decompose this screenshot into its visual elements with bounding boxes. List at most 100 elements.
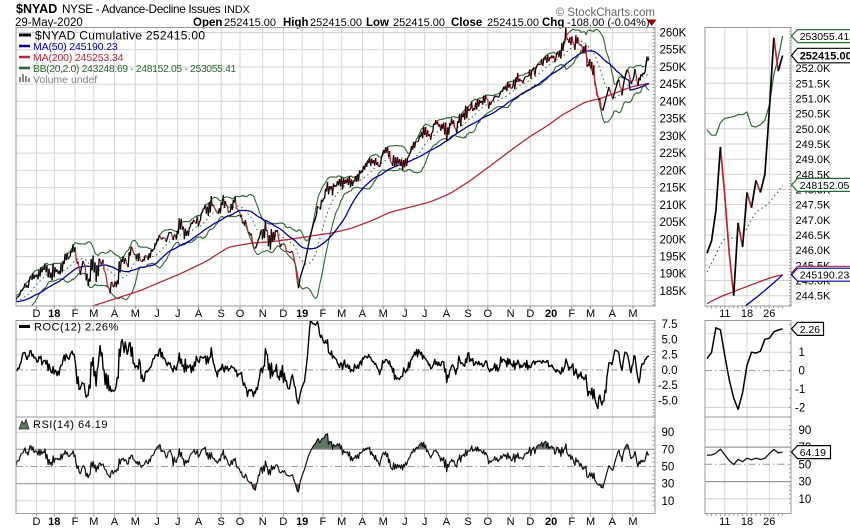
svg-text:235K: 235K	[660, 114, 687, 126]
svg-text:M: M	[131, 308, 140, 320]
svg-text:M: M	[337, 308, 346, 320]
svg-text:190K: 190K	[660, 269, 687, 281]
svg-text:90: 90	[799, 425, 812, 437]
svg-text:D: D	[526, 308, 534, 320]
svg-text:-2.5: -2.5	[658, 380, 678, 392]
svg-text:S: S	[218, 308, 225, 320]
svg-text:249.0K: 249.0K	[796, 154, 832, 166]
svg-text:F: F	[568, 308, 575, 320]
svg-text:247.5K: 247.5K	[796, 200, 832, 212]
svg-text:250.5K: 250.5K	[796, 109, 832, 121]
svg-text:251.0K: 251.0K	[796, 93, 832, 105]
svg-text:64.19: 64.19	[800, 447, 826, 459]
svg-text:A: A	[195, 516, 203, 528]
svg-text:11: 11	[719, 516, 730, 528]
svg-text:250K: 250K	[660, 62, 687, 74]
svg-text:247.0K: 247.0K	[796, 215, 832, 227]
svg-text:BB(20,2.0) 243248.69 - 248152.: BB(20,2.0) 243248.69 - 248152.05 - 25305…	[33, 64, 237, 75]
svg-text:26: 26	[763, 516, 775, 528]
svg-text:18: 18	[741, 308, 753, 320]
svg-text:F: F	[72, 308, 79, 320]
svg-text:A: A	[359, 308, 367, 320]
svg-text:0.0: 0.0	[662, 365, 678, 377]
svg-text:210K: 210K	[660, 200, 687, 212]
svg-text:240K: 240K	[660, 96, 687, 108]
svg-text:MA(200) 245253.34: MA(200) 245253.34	[33, 52, 124, 64]
svg-text:N: N	[259, 308, 267, 320]
svg-text:M: M	[586, 516, 595, 528]
svg-text:11: 11	[719, 308, 730, 320]
svg-text:220K: 220K	[660, 165, 687, 177]
svg-text:0: 0	[799, 366, 805, 378]
svg-text:M: M	[586, 308, 595, 320]
svg-text:1: 1	[799, 347, 805, 359]
svg-text:M: M	[628, 516, 637, 528]
svg-text:251.5K: 251.5K	[796, 78, 832, 90]
svg-text:M: M	[628, 308, 637, 320]
svg-text:260K: 260K	[660, 28, 687, 40]
svg-text:200K: 200K	[660, 234, 687, 246]
svg-text:185K: 185K	[660, 286, 687, 298]
svg-text:A: A	[359, 516, 367, 528]
svg-text:215K: 215K	[660, 183, 687, 195]
svg-text:J: J	[402, 516, 408, 528]
svg-text:M: M	[131, 516, 140, 528]
svg-text:M: M	[379, 308, 388, 320]
svg-text:225K: 225K	[660, 148, 687, 160]
svg-text:S: S	[218, 516, 225, 528]
svg-text:RSI(14) 64.19: RSI(14) 64.19	[33, 419, 108, 431]
svg-text:19: 19	[296, 516, 308, 528]
svg-text:N: N	[259, 516, 267, 528]
svg-text:18: 18	[48, 516, 60, 528]
svg-text:M: M	[89, 308, 98, 320]
svg-text:249.5K: 249.5K	[796, 139, 832, 151]
svg-text:10: 10	[662, 496, 675, 508]
svg-text:A: A	[443, 308, 451, 320]
svg-text:F: F	[568, 516, 575, 528]
svg-text:-2: -2	[795, 403, 805, 415]
svg-text:20: 20	[545, 516, 557, 528]
svg-text:F: F	[320, 308, 327, 320]
svg-text:MA(50) 245190.23: MA(50) 245190.23	[33, 41, 118, 53]
svg-text:10: 10	[799, 494, 812, 506]
svg-text:248152.05: 248152.05	[800, 180, 850, 192]
svg-text:90: 90	[662, 427, 675, 439]
svg-text:J: J	[154, 516, 160, 528]
svg-text:2.5: 2.5	[662, 350, 678, 362]
svg-text:244.5K: 244.5K	[796, 291, 832, 303]
svg-text:205K: 205K	[660, 217, 687, 229]
svg-text:245K: 245K	[660, 79, 687, 91]
svg-text:S: S	[464, 308, 471, 320]
svg-text:250.0K: 250.0K	[796, 124, 832, 136]
svg-text:18: 18	[741, 516, 753, 528]
svg-text:J: J	[402, 308, 408, 320]
svg-text:J: J	[175, 516, 181, 528]
svg-text:252415.00: 252415.00	[800, 51, 850, 63]
svg-text:A: A	[609, 308, 617, 320]
svg-text:D: D	[33, 516, 41, 528]
svg-text:A: A	[443, 516, 451, 528]
svg-text:20: 20	[545, 308, 557, 320]
svg-text:N: N	[507, 516, 515, 528]
svg-text:246.5K: 246.5K	[796, 230, 832, 242]
svg-text:M: M	[337, 516, 346, 528]
svg-text:J: J	[154, 308, 160, 320]
svg-text:50: 50	[662, 462, 675, 474]
svg-text:D: D	[279, 516, 287, 528]
svg-text:O: O	[236, 516, 245, 528]
svg-text:D: D	[33, 308, 41, 320]
svg-text:O: O	[484, 308, 493, 320]
svg-text:26: 26	[763, 308, 775, 320]
svg-text:J: J	[175, 308, 181, 320]
svg-text:J: J	[422, 308, 428, 320]
svg-text:230K: 230K	[660, 131, 687, 143]
svg-text:2.26: 2.26	[800, 324, 821, 336]
svg-text:$NYAD: $NYAD	[16, 2, 57, 16]
svg-text:D: D	[279, 308, 287, 320]
svg-text:255K: 255K	[660, 45, 687, 57]
svg-text:S: S	[464, 516, 471, 528]
svg-text:A: A	[195, 308, 203, 320]
svg-text:5.0: 5.0	[662, 334, 678, 346]
svg-text:50: 50	[799, 459, 812, 471]
svg-text:70: 70	[662, 444, 675, 456]
